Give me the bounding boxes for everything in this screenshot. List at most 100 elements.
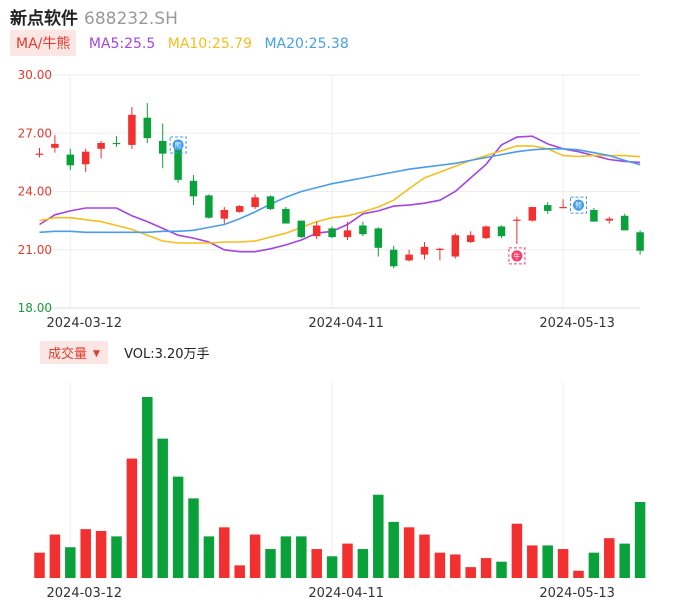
volume-bar <box>434 552 446 578</box>
stock-header: 新点软件 688232.SH <box>10 4 178 29</box>
candle-body <box>251 197 259 208</box>
volume-bar <box>450 554 461 578</box>
candlesticks <box>35 103 644 269</box>
price-axis: 30.00 27.00 24.00 21.00 18.00 <box>18 68 52 315</box>
volume-legend: 成交量 ▼ VOL:3.20万手 <box>40 341 210 364</box>
candle-body <box>436 248 444 250</box>
volume-bar <box>403 527 415 578</box>
ma-legend: MA/牛熊 MA5:25.5 MA10:25.79 MA20:25.38 <box>10 30 349 56</box>
candle <box>420 241 429 260</box>
candle-body <box>189 180 198 197</box>
candle <box>466 231 475 243</box>
stock-name: 新点软件 <box>10 9 78 29</box>
volume-bar <box>557 549 569 578</box>
candle-body <box>220 209 229 219</box>
candle <box>389 245 398 269</box>
candle-body <box>451 235 460 257</box>
volume-bar <box>188 498 199 578</box>
candle-body <box>81 151 90 165</box>
candle <box>251 194 259 209</box>
candle <box>374 227 383 257</box>
y-tick-label: 30.00 <box>18 68 52 82</box>
ma-indicator-button[interactable]: MA/牛熊 <box>10 30 77 56</box>
volume-bar <box>373 494 384 578</box>
x-tick-label: 2024-03-12 <box>47 586 123 601</box>
candle <box>620 213 629 231</box>
volume-bars <box>34 397 646 578</box>
moving-average-lines <box>39 135 641 253</box>
ma10-value: MA10:25.79 <box>167 36 253 52</box>
candle-body <box>620 215 629 231</box>
y-tick-label: 24.00 <box>18 185 52 199</box>
candle <box>359 221 367 237</box>
candle <box>35 147 44 158</box>
ma5-value: MA5:25.5 <box>88 36 156 52</box>
volume-indicator-button[interactable]: 成交量 ▼ <box>40 341 108 364</box>
candle-body <box>51 143 59 148</box>
volume-bar <box>265 549 276 578</box>
marker-badge <box>511 250 523 262</box>
candle <box>405 249 413 262</box>
candle <box>51 135 59 153</box>
candle-body <box>559 207 567 209</box>
candle-body <box>482 226 490 239</box>
volume-bar <box>249 534 261 578</box>
caret-down-icon: ▼ <box>93 349 100 359</box>
candle-body <box>605 218 614 221</box>
volume-bar <box>296 536 307 578</box>
candle-body <box>528 207 537 221</box>
volume-bar <box>588 552 600 578</box>
volume-bar <box>465 567 476 578</box>
candle <box>158 123 167 169</box>
candle-body <box>359 225 367 235</box>
candle <box>436 247 444 261</box>
grid-lines <box>40 74 640 578</box>
candle-body <box>389 249 398 267</box>
candle <box>528 207 537 222</box>
volume-bar <box>280 536 292 578</box>
x-tick-label: 2024-03-12 <box>47 316 123 331</box>
volume-bar <box>49 534 61 578</box>
volume-bar <box>65 547 76 578</box>
volume-bar <box>126 458 138 578</box>
candle <box>189 174 198 206</box>
candle <box>312 221 321 240</box>
candle <box>482 225 490 240</box>
candle-body <box>205 195 213 218</box>
volume-bar <box>172 476 184 578</box>
marker-frame <box>508 247 526 265</box>
y-tick-label: 18.00 <box>18 301 52 315</box>
volume-bar <box>311 549 322 578</box>
volume-bar <box>511 523 523 578</box>
candle <box>543 202 552 214</box>
marker-badge <box>573 199 584 211</box>
candle-body <box>343 230 352 238</box>
date-axis: 2024-03-12 2024-03-12 2024-04-11 2024-04-11… <box>47 316 615 601</box>
candle-body <box>235 206 244 212</box>
candle <box>143 103 152 143</box>
candle <box>297 220 306 239</box>
candle-body <box>466 235 475 242</box>
candle <box>235 205 244 213</box>
stock-code: 688232.SH <box>84 9 178 29</box>
candle-body <box>282 208 290 224</box>
candle <box>220 207 229 224</box>
ma5-line <box>39 135 641 253</box>
volume-bar <box>111 536 122 578</box>
volume-button-label: 成交量 <box>48 347 88 362</box>
marker-label: 牛 <box>513 251 520 260</box>
candle-body <box>297 220 306 238</box>
candle-body <box>158 141 167 154</box>
candle <box>343 221 352 241</box>
x-tick-label: 2024-04-11 <box>308 316 384 331</box>
volume-bar <box>357 549 369 578</box>
candle-body <box>590 209 598 222</box>
candle <box>636 230 644 255</box>
volume-bar <box>480 558 492 578</box>
marker-frame <box>169 136 187 154</box>
candle <box>66 148 75 171</box>
volume-bar <box>34 552 45 578</box>
x-tick-label: 2024-05-13 <box>539 586 615 601</box>
candle-body <box>128 114 136 145</box>
